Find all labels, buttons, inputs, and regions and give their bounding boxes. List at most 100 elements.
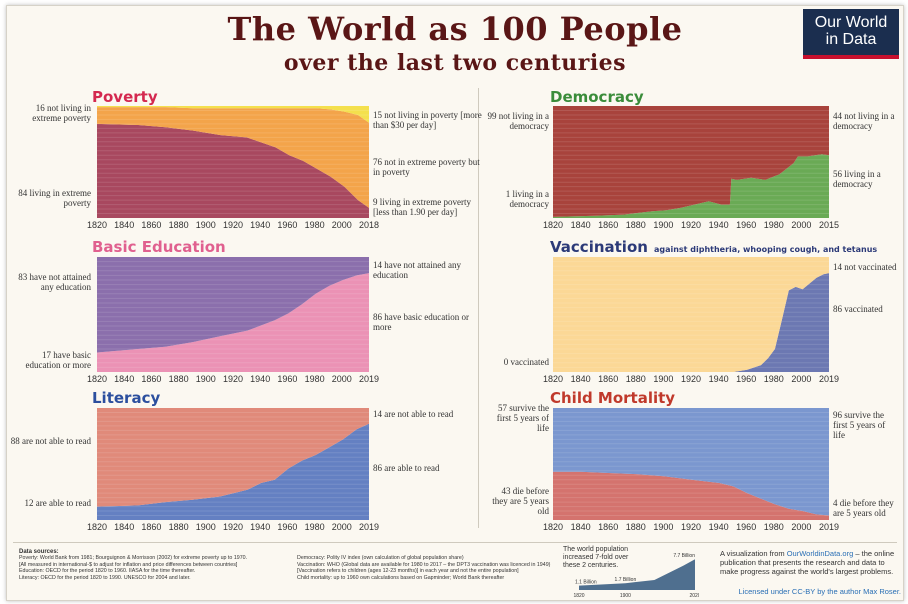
panel-title-education: Basic Education bbox=[92, 238, 226, 256]
tick-label-vaccination: 1880 bbox=[625, 374, 646, 384]
data-sources: Data sources: Poverty: World Bank from 1… bbox=[19, 549, 559, 581]
area-mortality-series-1 bbox=[553, 408, 829, 516]
tick-label-mortality: 2000 bbox=[791, 522, 812, 532]
tick-label-democracy: 2000 bbox=[791, 220, 812, 230]
tick-label-education: 1880 bbox=[168, 374, 189, 384]
sources-col-1: Poverty: World Bank from 1981; Bourguign… bbox=[19, 555, 287, 581]
label-left-literacy: 88 are not able to read bbox=[10, 436, 91, 446]
tick-label-vaccination: 1900 bbox=[653, 374, 674, 384]
source-line: Vaccination: WHO (Global data are availa… bbox=[297, 561, 551, 568]
tick-label-literacy: 1900 bbox=[195, 522, 216, 532]
logo-line-2: in Data bbox=[825, 31, 877, 48]
tick-label-literacy: 1820 bbox=[86, 522, 108, 532]
tick-label-mortality: 1920 bbox=[680, 522, 702, 532]
tick-label-vaccination: 1860 bbox=[598, 374, 619, 384]
source-line: Education: OECD for the period 1820 to 1… bbox=[19, 568, 196, 575]
panel-subtitle-vaccination: against diphtheria, whooping cough, and … bbox=[653, 245, 878, 254]
tick-label-democracy: 1940 bbox=[708, 220, 729, 230]
credit-pre: A visualization from bbox=[720, 549, 787, 558]
tick-label-education: 2000 bbox=[331, 374, 352, 384]
population-inset: The world population increased 7-fold ov… bbox=[559, 546, 699, 598]
infographic: The World as 100 People over the last tw… bbox=[6, 5, 904, 601]
area-poverty-series-0 bbox=[97, 123, 369, 218]
chart-education bbox=[97, 257, 369, 372]
label-right-mortality: 96 survive the first 5 years of life bbox=[833, 410, 886, 440]
label-right-poverty: 9 living in extreme poverty [less than 1… bbox=[373, 197, 471, 217]
label-left-democracy: 1 living in a democracy bbox=[505, 189, 549, 209]
tick-label-poverty: 1840 bbox=[114, 220, 135, 230]
area-vaccination-series-1 bbox=[553, 257, 829, 372]
label-left-education: 83 have not attained any education bbox=[18, 272, 91, 292]
tick-label-literacy: 1960 bbox=[277, 522, 298, 532]
tick-label-democracy: 1820 bbox=[542, 220, 564, 230]
label-left-education: 17 have basic education or more bbox=[25, 350, 91, 370]
tick-label-democracy: 1980 bbox=[763, 220, 784, 230]
panel-title-mortality: Child Mortality bbox=[550, 389, 676, 407]
source-line: [All measured in international-$ to adju… bbox=[19, 561, 238, 568]
area-democracy-series-0 bbox=[553, 154, 829, 218]
area-education-series-0 bbox=[97, 273, 369, 372]
owid-link[interactable]: OurWorldinData.org bbox=[786, 549, 854, 558]
label-left-poverty: 84 living in extreme poverty bbox=[18, 188, 91, 208]
tick-label-mortality: 1940 bbox=[708, 522, 729, 532]
label-right-poverty: 76 not in extreme poverty but in poverty bbox=[373, 157, 480, 177]
tick-label-democracy: 1880 bbox=[625, 220, 646, 230]
population-tick: 1900 bbox=[620, 593, 631, 598]
tick-label-mortality: 1820 bbox=[542, 522, 564, 532]
license-text[interactable]: Licensed under CC-BY by the author Max R… bbox=[738, 587, 901, 596]
area-democracy-series-1 bbox=[553, 106, 829, 217]
panel-title-poverty: Poverty bbox=[92, 88, 158, 106]
chart-vaccination bbox=[553, 257, 829, 372]
label-left-poverty: 16 not living in extreme poverty bbox=[32, 103, 91, 123]
tick-label-vaccination: 1980 bbox=[763, 374, 784, 384]
area-literacy-series-1 bbox=[97, 408, 369, 507]
source-line: Literacy: OECD for the period 1820 to 19… bbox=[19, 574, 191, 581]
label-right-democracy: 44 not living in a democracy bbox=[833, 111, 895, 131]
chart-democracy bbox=[553, 106, 829, 218]
population-annotation: 1.1 Billion bbox=[575, 580, 597, 586]
tick-label-education: 1980 bbox=[304, 374, 325, 384]
tick-label-vaccination: 1940 bbox=[708, 374, 729, 384]
tick-label-literacy: 1920 bbox=[222, 522, 244, 532]
tick-label-vaccination: 1840 bbox=[570, 374, 591, 384]
tick-label-democracy: 1900 bbox=[653, 220, 674, 230]
tick-label-mortality: 1900 bbox=[653, 522, 674, 532]
tick-label-poverty: 1920 bbox=[222, 220, 244, 230]
owid-logo[interactable]: Our World in Data bbox=[803, 9, 899, 57]
tick-label-vaccination: 1920 bbox=[680, 374, 702, 384]
chart-mortality bbox=[553, 408, 829, 520]
tick-label-vaccination: 2019 bbox=[818, 374, 840, 384]
source-line: [Vaccination refers to children (ages 12… bbox=[297, 568, 519, 575]
population-annotation: 7.7 Billion bbox=[673, 553, 695, 559]
label-left-literacy: 12 are able to read bbox=[24, 498, 91, 508]
tick-label-vaccination: 1820 bbox=[542, 374, 564, 384]
area-mortality-series-0 bbox=[553, 471, 829, 520]
label-right-literacy: 14 are not able to read bbox=[373, 409, 454, 419]
label-right-poverty: 15 not living in poverty [more than $30 … bbox=[373, 110, 482, 130]
population-tick: 1820 bbox=[573, 593, 584, 598]
population-annotation: 1.7 Billion bbox=[615, 577, 637, 583]
tick-label-democracy: 1840 bbox=[570, 220, 591, 230]
label-left-mortality: 57 survive the first 5 years of life bbox=[496, 403, 549, 433]
label-left-democracy: 99 not living in a democracy bbox=[487, 111, 550, 131]
tick-label-poverty: 1860 bbox=[141, 220, 162, 230]
tick-label-poverty: 1820 bbox=[86, 220, 108, 230]
label-right-mortality: 4 die before they are 5 years old bbox=[833, 498, 894, 518]
tick-label-poverty: 2018 bbox=[358, 220, 380, 230]
page-title: The World as 100 People bbox=[227, 10, 683, 48]
source-line: Child mortality: up to 1960 own calculat… bbox=[297, 574, 505, 581]
tick-label-poverty: 1880 bbox=[168, 220, 189, 230]
tick-label-education: 1860 bbox=[141, 374, 162, 384]
tick-label-education: 1940 bbox=[250, 374, 271, 384]
tick-label-education: 2019 bbox=[358, 374, 380, 384]
panel-title-literacy: Literacy bbox=[92, 389, 161, 407]
tick-label-democracy: 2015 bbox=[818, 220, 840, 230]
logo-accent-bar bbox=[803, 55, 899, 59]
chart-population: 1.1 Billion 1.7 Billion 7.7 Billion 1820 190… bbox=[573, 553, 699, 598]
tick-label-education: 1960 bbox=[277, 374, 298, 384]
tick-label-democracy: 1960 bbox=[736, 220, 757, 230]
chart-literacy bbox=[97, 408, 369, 520]
tick-label-literacy: 1980 bbox=[304, 522, 325, 532]
tick-label-literacy: 2019 bbox=[358, 522, 380, 532]
tick-label-mortality: 1960 bbox=[736, 522, 757, 532]
